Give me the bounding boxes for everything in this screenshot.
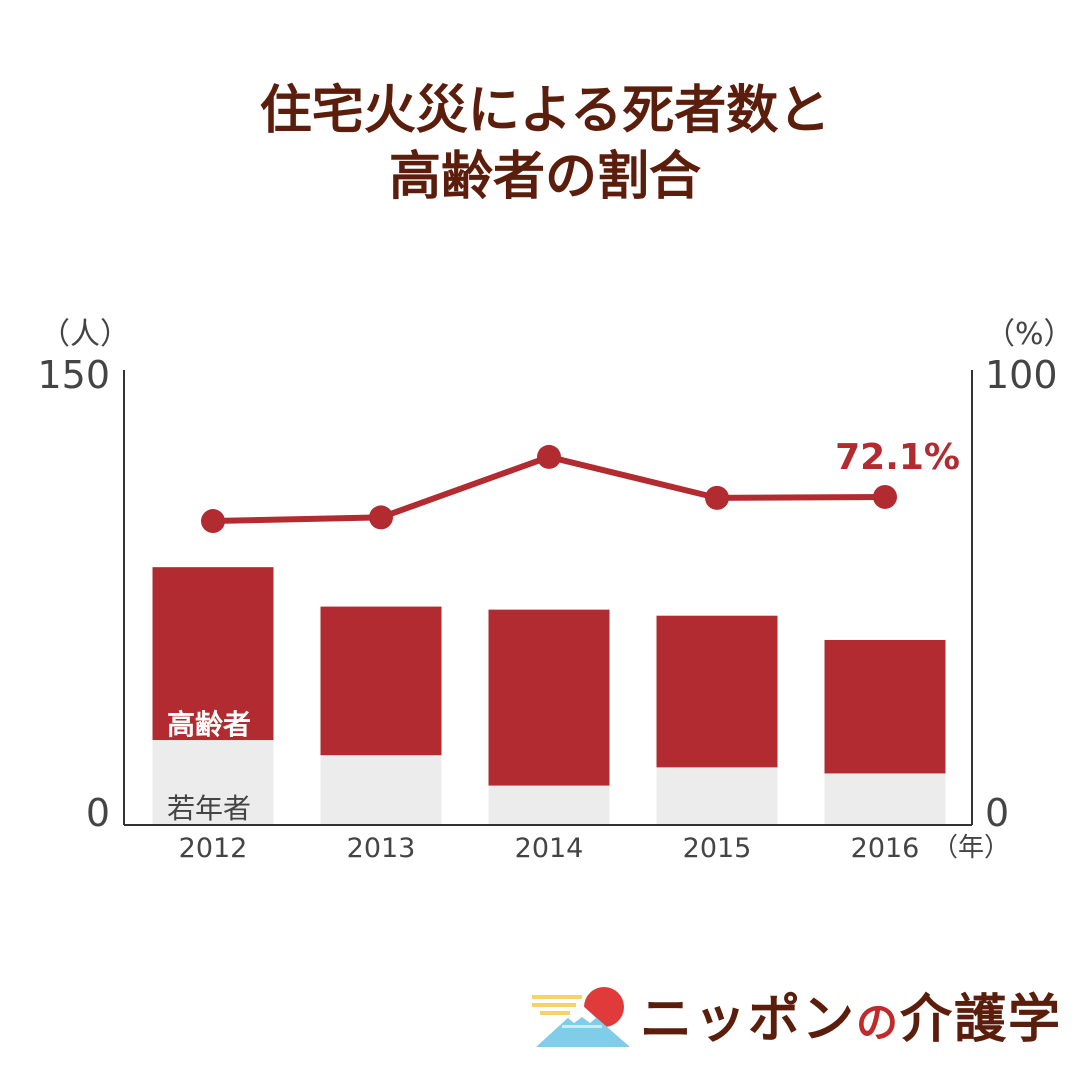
ratio-point-2014	[537, 444, 561, 469]
ratio-data-label: 72.1%	[835, 437, 960, 478]
x-tick-labels: 2012 2013 2014 2015 2016	[179, 833, 920, 864]
x-tick-label: 2015	[683, 833, 752, 864]
x-tick-label: 2014	[515, 833, 584, 864]
chart-title: 住宅火災による死者数と 高齢者の割合	[0, 78, 1090, 210]
bar-elderly-2012	[152, 567, 274, 741]
bar-young-2014	[488, 785, 610, 825]
bar-elderly-2013	[320, 606, 442, 756]
x-axis-unit: （年）	[932, 833, 1010, 863]
legend-label-young: 若年者	[167, 792, 251, 825]
line-layer: 72.1%	[201, 437, 960, 534]
left-axis-max-label: 150	[37, 353, 110, 397]
x-tick-label: 2016	[851, 833, 920, 864]
left-axis-unit: （人）	[40, 317, 130, 352]
bar-elderly-2015	[656, 615, 778, 768]
brand-logo: ニッポンの介護学	[532, 985, 1062, 1055]
brand-name: ニッポンの介護学	[640, 985, 1062, 1058]
chart-title-line1: 住宅火災による死者数と	[259, 81, 831, 141]
ratio-point-2015	[705, 485, 729, 510]
brand-name-main: ニッポン	[640, 990, 857, 1050]
brand-name-no: の	[856, 998, 901, 1047]
x-tick-label: 2012	[179, 833, 248, 864]
bar-young-2015	[656, 767, 778, 825]
right-axis-min-label: 0	[985, 791, 1009, 835]
ratio-point-2016	[873, 484, 897, 509]
x-tick-label: 2013	[347, 833, 416, 864]
bar-young-2013	[320, 755, 442, 825]
left-axis-min-label: 0	[86, 791, 110, 835]
legend-label-elderly: 高齢者	[167, 708, 251, 741]
right-axis-unit: （%）	[985, 317, 1074, 352]
brand-name-suffix: 介護学	[900, 990, 1063, 1050]
bars-layer	[152, 567, 946, 825]
mount-fuji-sun-icon	[532, 987, 630, 1047]
ratio-point-2013	[369, 505, 393, 530]
bar-young-2016	[824, 773, 946, 825]
bar-elderly-2016	[824, 639, 946, 774]
bar-elderly-2014	[488, 609, 610, 786]
right-axis-max-label: 100	[985, 353, 1058, 397]
chart-title-line2: 高齢者の割合	[388, 147, 701, 207]
bar-young-2012	[152, 740, 274, 825]
ratio-point-2012	[201, 509, 225, 534]
